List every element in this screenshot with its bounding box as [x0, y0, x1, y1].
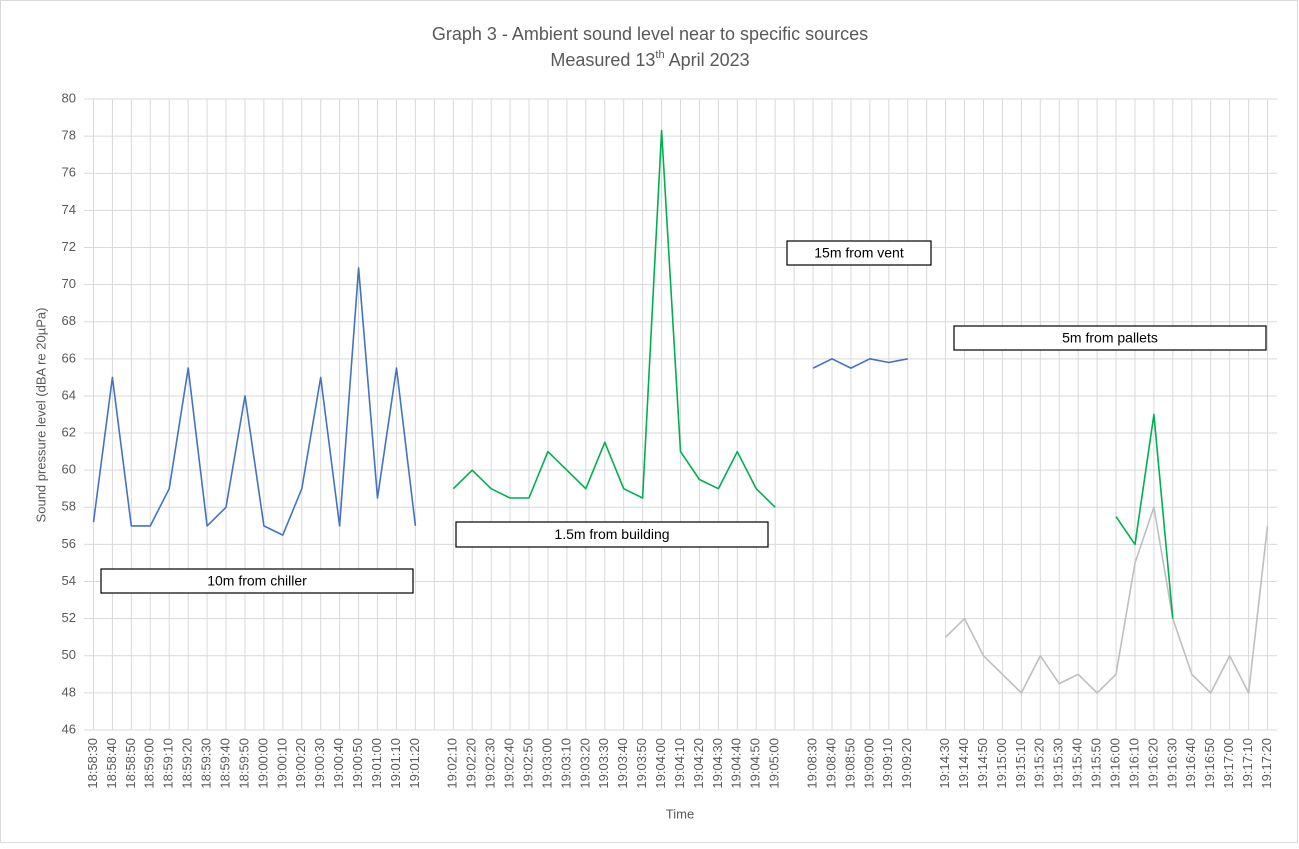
x-tick-label: 19:03:10: [558, 738, 573, 789]
x-tick-label: 18:59:00: [142, 738, 157, 789]
x-tick-label: 18:58:30: [85, 738, 100, 789]
x-tick-label: 19:01:20: [407, 738, 422, 789]
x-tick-label: 19:04:40: [729, 738, 744, 789]
x-tick-label: 19:16:30: [1164, 738, 1179, 789]
x-tick-label: 18:59:10: [161, 738, 176, 789]
y-tick-label: 80: [62, 90, 76, 105]
x-tick-label: 19:16:50: [1202, 738, 1217, 789]
subtitle-superscript: th: [655, 49, 664, 61]
x-tick-label: 19:02:10: [445, 738, 460, 789]
y-tick-label: 68: [62, 313, 76, 328]
y-tick-label: 60: [62, 462, 76, 477]
x-tick-label: 19:08:30: [804, 738, 819, 789]
y-tick-label: 58: [62, 499, 76, 514]
x-tick-label: 19:04:10: [672, 738, 687, 789]
x-tick-label: 18:58:40: [104, 738, 119, 789]
x-tick-label: 19:02:40: [502, 738, 517, 789]
y-tick-label: 50: [62, 647, 76, 662]
x-tick-label: 19:00:00: [255, 738, 270, 789]
x-tick-label: 19:01:10: [388, 738, 403, 789]
y-tick-label: 48: [62, 684, 76, 699]
x-tick-label: 19:15:40: [1070, 738, 1085, 789]
x-tick-label: 19:14:40: [956, 738, 971, 789]
annotation-box: [455, 521, 769, 548]
x-tick-label: 19:14:50: [975, 738, 990, 789]
y-tick-label: 70: [62, 276, 76, 291]
annotation: 15m from vent: [814, 245, 904, 261]
x-tick-label: 19:03:00: [539, 738, 554, 789]
x-tick-label: 19:15:00: [994, 738, 1009, 789]
x-tick-label: 19:15:20: [1032, 738, 1047, 789]
x-tick-label: 19:03:30: [596, 738, 611, 789]
x-tick-label: 19:04:00: [653, 738, 668, 789]
x-tick-label: 18:59:30: [199, 738, 214, 789]
x-tick-label: 19:15:30: [1051, 738, 1066, 789]
annotation-box: [786, 240, 932, 266]
annotation: 10m from chiller: [207, 573, 307, 589]
subtitle-text: April 2023: [669, 50, 750, 70]
series-line: [945, 506, 1269, 694]
x-tick-label: 19:00:40: [331, 738, 346, 789]
y-tick-label: 62: [62, 424, 76, 439]
x-tick-label: 19:15:10: [1013, 738, 1028, 789]
x-tick-label: 19:15:50: [1089, 738, 1104, 789]
annotation: 1.5m from building: [554, 526, 669, 542]
y-tick-label: 56: [62, 536, 76, 551]
x-tick-label: 19:05:00: [767, 738, 782, 789]
x-tick-label: 19:04:30: [710, 738, 725, 789]
x-tick-label: 19:09:10: [880, 738, 895, 789]
x-tick-label: 19:03:20: [577, 738, 592, 789]
x-tick-label: 19:16:00: [1107, 738, 1122, 789]
annotation-box: [100, 568, 414, 594]
x-tick-label: 19:04:20: [691, 738, 706, 789]
y-tick-label: 64: [62, 387, 76, 402]
y-tick-label: 46: [62, 721, 76, 736]
x-tick-label: 19:16:10: [1126, 738, 1141, 789]
x-tick-label: 19:17:00: [1221, 738, 1236, 789]
x-tick-label: 18:59:40: [217, 738, 232, 789]
x-tick-label: 19:09:00: [861, 738, 876, 789]
y-tick-label: 76: [62, 165, 76, 180]
y-axis-title: Sound pressure level (dBA re 20µPa): [33, 308, 48, 523]
x-tick-label: 19:00:30: [312, 738, 327, 789]
x-tick-label: 19:04:50: [748, 738, 763, 789]
x-tick-label: 19:14:30: [937, 738, 952, 789]
x-tick-label: 19:08:50: [842, 738, 857, 789]
chart-title: Graph 3 - Ambient sound level near to sp…: [432, 24, 868, 44]
x-tick-label: 19:16:40: [1183, 738, 1198, 789]
x-tick-label: 19:01:00: [369, 738, 384, 789]
y-tick-label: 54: [62, 573, 76, 588]
y-tick-label: 78: [62, 128, 76, 143]
series-line: [452, 129, 1174, 619]
x-tick-label: 19:09:20: [899, 738, 914, 789]
x-tick-label: 18:59:20: [180, 738, 195, 789]
y-tick-label: 72: [62, 239, 76, 254]
x-tick-label: 19:02:30: [483, 738, 498, 789]
x-tick-label: 19:08:40: [823, 738, 838, 789]
x-tick-label: 18:59:50: [236, 738, 251, 789]
chart-subtitle: Measured 13th April 2023: [550, 49, 749, 70]
x-tick-label: 19:17:10: [1240, 738, 1255, 789]
x-tick-label: 19:17:20: [1259, 738, 1274, 789]
series-line: [92, 267, 908, 536]
x-tick-label: 19:03:40: [615, 738, 630, 789]
annotation: 5m from pallets: [1062, 330, 1158, 346]
x-tick-label: 19:02:20: [464, 738, 479, 789]
subtitle-text: Measured 13: [550, 50, 655, 70]
y-tick-label: 66: [62, 350, 76, 365]
x-tick-label: 19:16:20: [1145, 738, 1160, 789]
x-tick-label: 19:00:10: [274, 738, 289, 789]
x-tick-label: 19:00:50: [350, 738, 365, 789]
x-tick-label: 19:00:20: [293, 738, 308, 789]
y-tick-label: 74: [62, 202, 76, 217]
x-tick-label: 19:02:50: [520, 738, 535, 789]
annotation-box: [953, 325, 1267, 351]
x-axis-title: Time: [666, 806, 694, 821]
y-tick-label: 52: [62, 610, 76, 625]
x-tick-label: 19:03:50: [634, 738, 649, 789]
x-tick-label: 18:58:50: [123, 738, 138, 789]
